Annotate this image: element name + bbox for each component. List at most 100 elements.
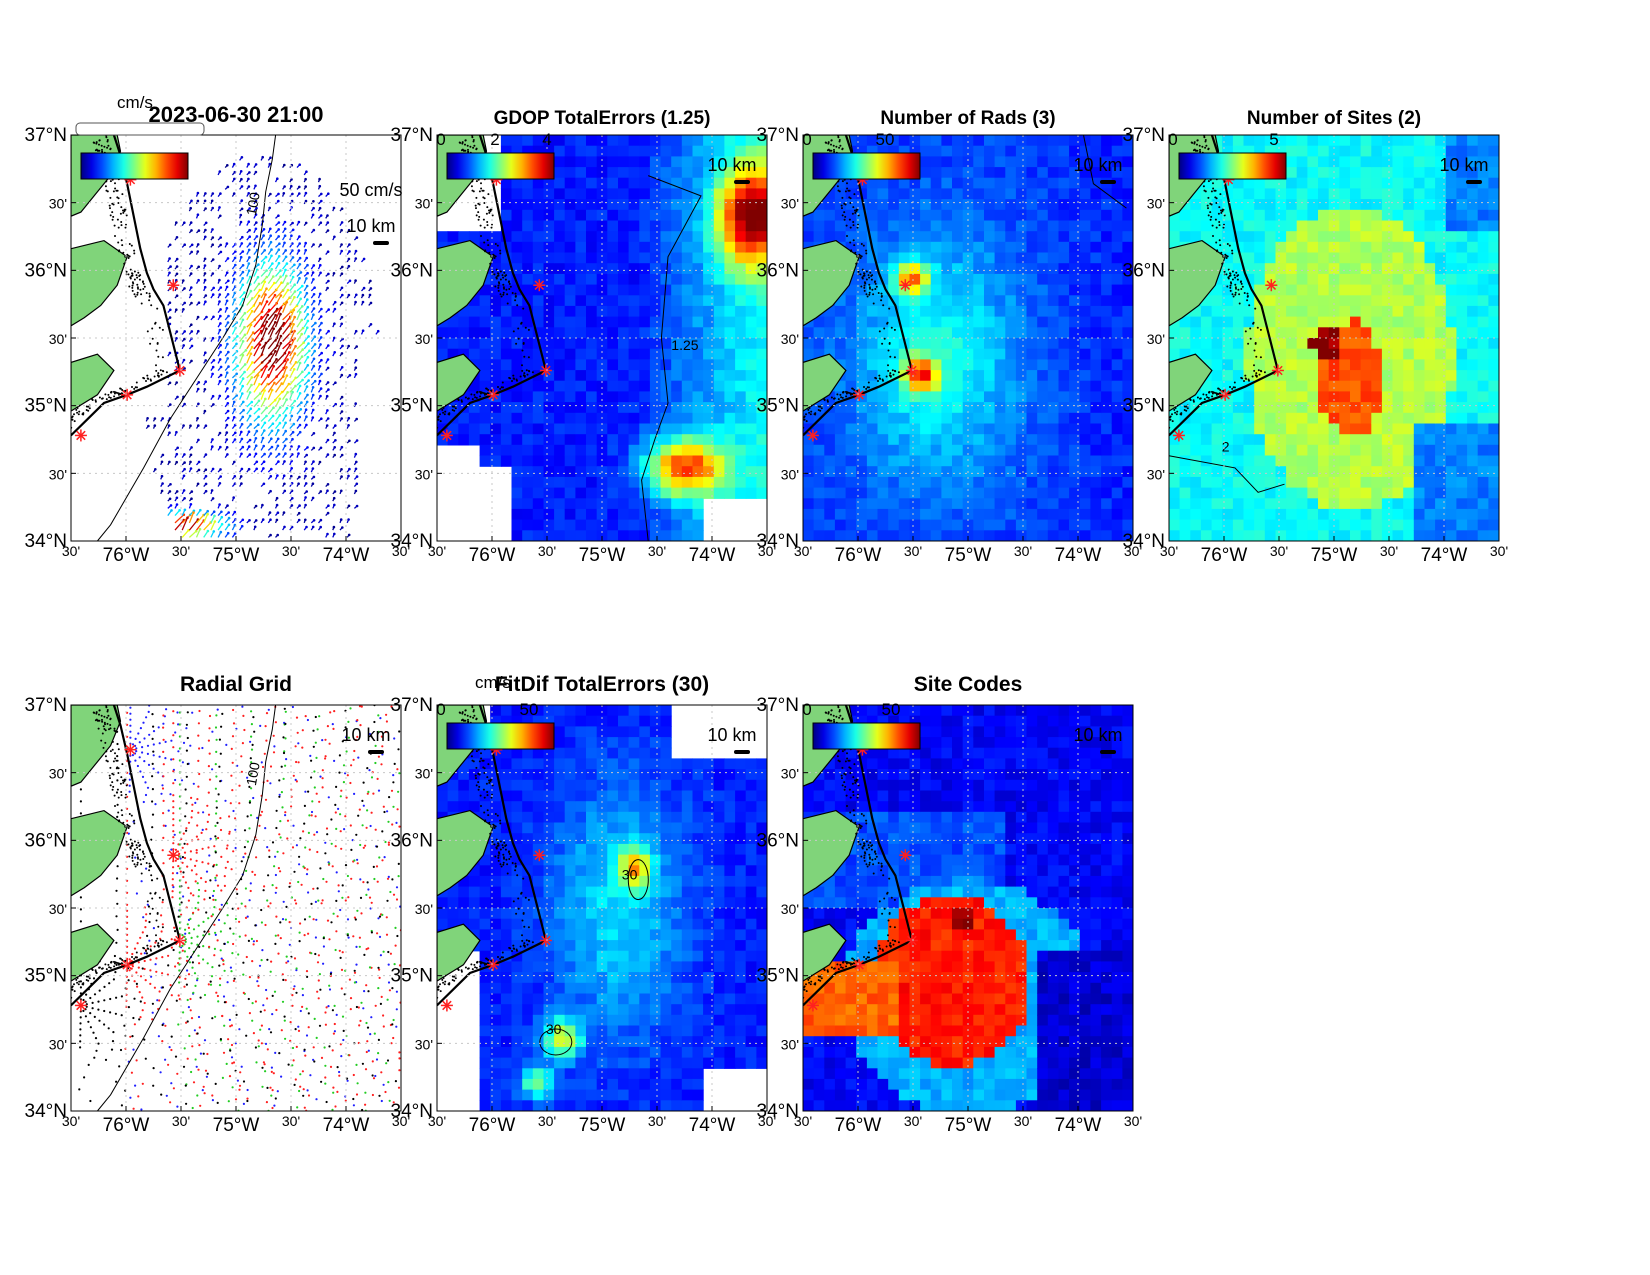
contour-line xyxy=(1083,134,1127,209)
lon-tick-label: 30' xyxy=(62,1113,80,1129)
lon-tick-label: 75°W xyxy=(1311,545,1358,566)
lon-tick-label: 30' xyxy=(904,1113,922,1129)
asterisk-icon xyxy=(539,364,552,377)
lon-tick-label: 75°W xyxy=(213,1115,260,1136)
panel-nrads: 37°N30'36°N30'35°N30'34°N30' 76°W 30' 75°W 3… xyxy=(757,108,1143,566)
lat-tick-label: 30' xyxy=(1147,466,1165,482)
lat-tick-label: 37°N xyxy=(757,125,799,146)
lon-tick-label: 74°W xyxy=(323,545,370,566)
lat-tick-label: 30' xyxy=(781,466,799,482)
asterisk-icon xyxy=(533,279,546,292)
lon-tick-label: 76°W xyxy=(469,1115,516,1136)
asterisk-icon xyxy=(167,849,180,862)
lat-tick-label: 37°N xyxy=(25,695,67,716)
lat-tick-label: 36°N xyxy=(391,830,433,851)
lat-tick-label: 36°N xyxy=(757,260,799,281)
lat-tick-label: 30' xyxy=(781,1036,799,1052)
colorbar xyxy=(1178,152,1287,180)
lon-tick-label: 30' xyxy=(1014,543,1032,559)
colorbar-tick: 5 xyxy=(1269,130,1278,149)
asterisk-icon xyxy=(173,934,186,947)
lon-tick-label: 74°W xyxy=(1421,545,1468,566)
lon-tick-label: 74°W xyxy=(323,1115,370,1136)
lon-tick-label: 74°W xyxy=(1055,1115,1102,1136)
raster-field xyxy=(437,705,767,1111)
lon-tick-label: 74°W xyxy=(689,545,736,566)
graticule xyxy=(1169,135,1499,541)
asterisk-icon xyxy=(121,388,134,401)
isobath-label: 100 xyxy=(243,191,263,217)
raster-field xyxy=(437,135,767,541)
lat-tick-label: 35°N xyxy=(25,396,67,417)
asterisk-icon xyxy=(1265,279,1278,292)
lat-tick-label: 35°N xyxy=(757,396,799,417)
coastline xyxy=(71,135,182,437)
lat-tick-label: 37°N xyxy=(25,125,67,146)
asterisk-icon xyxy=(74,429,87,442)
lat-tick-label: 37°N xyxy=(1123,125,1165,146)
colorbar-tick: 0 xyxy=(1168,130,1177,149)
panel-title: FitDif TotalErrors (30) xyxy=(495,673,709,696)
lon-tick-label: 30' xyxy=(648,1113,666,1129)
contour-line xyxy=(627,859,649,901)
panel-nsites: 237°N30'36°N30'35°N30'34°N30' 76°W 30' 75°W… xyxy=(1123,108,1509,566)
lon-tick-label: 76°W xyxy=(469,545,516,566)
panel-title: Number of Rads (3) xyxy=(880,108,1055,129)
lon-tick-label: 74°W xyxy=(689,1115,736,1136)
coastline xyxy=(803,705,914,1007)
lon-tick-label: 30' xyxy=(428,1113,446,1129)
isobath-label: 100 xyxy=(243,761,263,787)
lon-tick-label: 76°W xyxy=(835,545,882,566)
lon-tick-label: 30' xyxy=(1124,1113,1142,1129)
lon-tick-label: 30' xyxy=(538,1113,556,1129)
radial-grid-points xyxy=(78,705,401,1111)
lat-tick-label: 30' xyxy=(781,901,799,917)
lon-tick-label: 30' xyxy=(794,543,812,559)
asterisk-icon xyxy=(1271,364,1284,377)
lat-tick-label: 30' xyxy=(415,196,433,212)
colorbar xyxy=(80,152,189,180)
contour-label: 1.25 xyxy=(671,337,698,353)
lat-tick-label: 34°N xyxy=(25,531,67,552)
asterisk-icon xyxy=(899,279,912,292)
panel-title: Site Codes xyxy=(914,673,1023,696)
asterisk-icon xyxy=(533,849,546,862)
lon-tick-label: 30' xyxy=(428,543,446,559)
lon-tick-label: 30' xyxy=(1270,543,1288,559)
lon-tick-label: 30' xyxy=(904,543,922,559)
lat-tick-label: 30' xyxy=(49,766,67,782)
lat-tick-label: 30' xyxy=(49,196,67,212)
colorbar-tick: 0 xyxy=(436,700,445,719)
graticule xyxy=(71,135,401,541)
lat-tick-label: 37°N xyxy=(391,695,433,716)
scale-bar-label: 10 km xyxy=(1439,155,1488,175)
panel-title: Number of Sites (2) xyxy=(1247,108,1421,129)
lat-tick-label: 36°N xyxy=(1123,260,1165,281)
colorbar-tick: 50 xyxy=(882,700,901,719)
unit-label: cm/s xyxy=(117,93,153,112)
lat-tick-label: 36°N xyxy=(25,260,67,281)
panel-sitecodes: 37°N30'36°N30'35°N30'34°N30' 76°W 30' 75°W 3… xyxy=(757,673,1143,1136)
panel-title: GDOP TotalErrors (1.25) xyxy=(494,108,711,129)
overlapping-legend-labels xyxy=(75,122,205,136)
graticule xyxy=(803,135,1133,541)
lat-tick-label: 35°N xyxy=(391,396,433,417)
isobath-100m xyxy=(97,704,277,1112)
contour-line xyxy=(539,1028,573,1056)
lat-tick-label: 30' xyxy=(49,901,67,917)
lon-tick-label: 30' xyxy=(1014,1113,1032,1129)
asterisk-icon xyxy=(487,958,500,971)
colorbar xyxy=(446,152,555,180)
lat-tick-label: 30' xyxy=(781,331,799,347)
lon-tick-label: 30' xyxy=(392,1113,410,1129)
scale-bar xyxy=(734,180,750,184)
colorbar-tick: 0 xyxy=(436,130,445,149)
lon-tick-label: 30' xyxy=(172,1113,190,1129)
lon-tick-label: 30' xyxy=(1160,543,1178,559)
colorbar-tick: 0 xyxy=(802,130,811,149)
lat-tick-label: 35°N xyxy=(391,966,433,987)
scale-bar-label: 10 km xyxy=(1073,155,1122,175)
lon-tick-label: 76°W xyxy=(1201,545,1248,566)
